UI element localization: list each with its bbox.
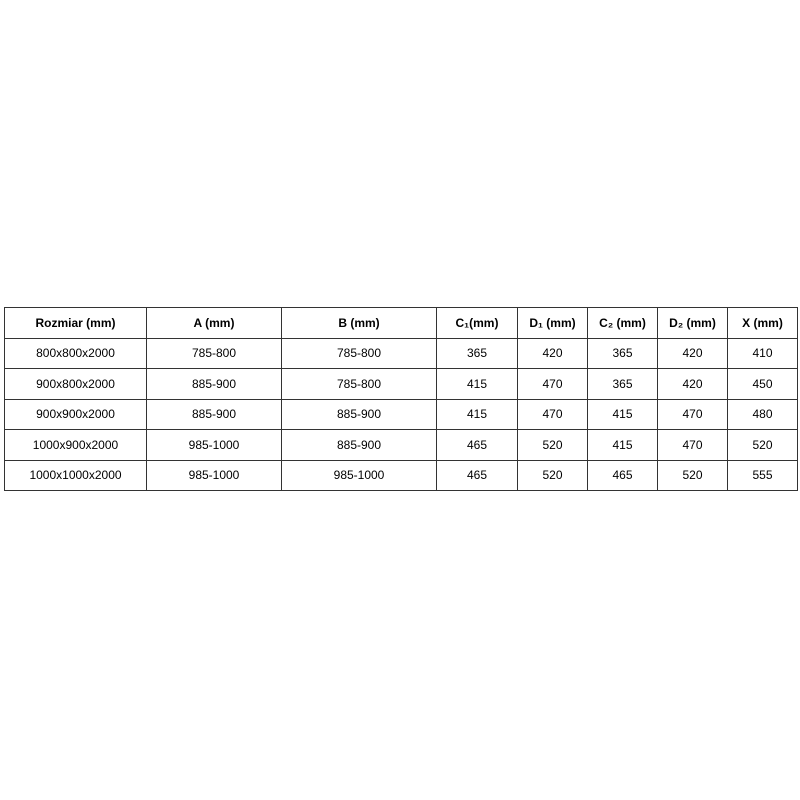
table-cell: 885-900 xyxy=(281,398,437,430)
table-cell: 415 xyxy=(587,398,658,430)
table-cell: 415 xyxy=(436,368,518,400)
dimensions-table: Rozmiar (mm) A (mm) B (mm) C₁(mm) D₁ (mm… xyxy=(4,307,798,491)
table-cell: 885-900 xyxy=(281,429,437,461)
table-cell: 470 xyxy=(657,429,728,461)
column-header-b: B (mm) xyxy=(281,307,437,339)
table-cell: 885-900 xyxy=(146,398,282,430)
table-row: 900x900x2000 885-900 885-900 415 470 415… xyxy=(4,398,798,430)
table-cell: 900x800x2000 xyxy=(4,368,147,400)
table-cell: 420 xyxy=(517,337,588,369)
column-header-a: A (mm) xyxy=(146,307,282,339)
column-header-d2: D₂ (mm) xyxy=(657,307,728,339)
table-cell: 900x900x2000 xyxy=(4,398,147,430)
column-header-x: X (mm) xyxy=(727,307,798,339)
table-header-row: Rozmiar (mm) A (mm) B (mm) C₁(mm) D₁ (mm… xyxy=(4,307,798,339)
table-cell: 785-800 xyxy=(281,337,437,369)
table-row: 900x800x2000 885-900 785-800 415 470 365… xyxy=(4,368,798,400)
table-cell: 365 xyxy=(587,337,658,369)
table-cell: 785-800 xyxy=(146,337,282,369)
table-cell: 450 xyxy=(727,368,798,400)
table-cell: 1000x900x2000 xyxy=(4,429,147,461)
table-cell: 885-900 xyxy=(146,368,282,400)
dimensions-table-container: Rozmiar (mm) A (mm) B (mm) C₁(mm) D₁ (mm… xyxy=(4,307,798,491)
table-cell: 520 xyxy=(517,429,588,461)
table-row: 1000x1000x2000 985-1000 985-1000 465 520… xyxy=(4,459,798,491)
table-cell: 785-800 xyxy=(281,368,437,400)
table-cell: 410 xyxy=(727,337,798,369)
table-cell: 470 xyxy=(517,398,588,430)
table-cell: 465 xyxy=(587,459,658,491)
table-cell: 555 xyxy=(727,459,798,491)
table-cell: 470 xyxy=(657,398,728,430)
table-cell: 985-1000 xyxy=(281,459,437,491)
table-cell: 520 xyxy=(517,459,588,491)
table-cell: 800x800x2000 xyxy=(4,337,147,369)
table-cell: 365 xyxy=(436,337,518,369)
table-cell: 420 xyxy=(657,368,728,400)
column-header-rozmiar: Rozmiar (mm) xyxy=(4,307,147,339)
table-cell: 465 xyxy=(436,429,518,461)
table-row: 800x800x2000 785-800 785-800 365 420 365… xyxy=(4,337,798,369)
table-cell: 470 xyxy=(517,368,588,400)
table-cell: 420 xyxy=(657,337,728,369)
table-cell: 985-1000 xyxy=(146,429,282,461)
table-cell: 1000x1000x2000 xyxy=(4,459,147,491)
table-cell: 365 xyxy=(587,368,658,400)
table-cell: 985-1000 xyxy=(146,459,282,491)
table-cell: 415 xyxy=(436,398,518,430)
column-header-d1: D₁ (mm) xyxy=(517,307,588,339)
table-cell: 415 xyxy=(587,429,658,461)
column-header-c1: C₁(mm) xyxy=(436,307,518,339)
table-row: 1000x900x2000 985-1000 885-900 465 520 4… xyxy=(4,429,798,461)
table-cell: 520 xyxy=(727,429,798,461)
column-header-c2: C₂ (mm) xyxy=(587,307,658,339)
table-cell: 520 xyxy=(657,459,728,491)
table-cell: 480 xyxy=(727,398,798,430)
table-cell: 465 xyxy=(436,459,518,491)
